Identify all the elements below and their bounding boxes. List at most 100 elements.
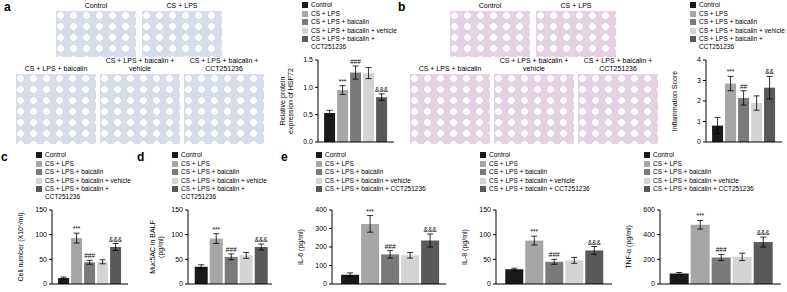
html-text:CS + LPS: CS + LPS bbox=[653, 159, 682, 167]
svg-text:4: 4 bbox=[697, 56, 701, 63]
svg-text:0: 0 bbox=[179, 280, 183, 287]
html-text:CS + LPS + baicalin: CS + LPS + baicalin bbox=[325, 168, 384, 175]
html-text:Inflammation Score: Inflammation Score bbox=[671, 70, 678, 132]
html-text:CS + LPS + baicalin + CCT25123: CS + LPS + baicalin + CCT251236 bbox=[325, 185, 426, 192]
svg-text:&&&: &&& bbox=[424, 226, 438, 233]
svg-text:50: 50 bbox=[175, 256, 183, 263]
html-text:CS + LPS + baicalin + CCT25123: CS + LPS + baicalin + CCT251236 bbox=[189, 57, 259, 72]
html-text:Control: Control bbox=[84, 2, 108, 9]
html-text:CS + LPS + baicalin + vehicle: CS + LPS + baicalin + vehicle bbox=[699, 26, 785, 34]
html-text:Control: Control bbox=[311, 1, 332, 8]
html-text:CS + LPS + baicalin + CCT25123: CS + LPS + baicalin + CCT251236 bbox=[699, 35, 763, 50]
svg-text:150: 150 bbox=[171, 206, 183, 213]
svg-text:***: *** bbox=[339, 78, 347, 85]
svg-text:&&&: &&& bbox=[109, 236, 123, 243]
html-text:Control: Control bbox=[45, 151, 66, 158]
svg-text:***: *** bbox=[212, 226, 220, 233]
html-text:Control: Control bbox=[478, 2, 502, 9]
svg-text:400: 400 bbox=[643, 231, 655, 238]
html-text:CS + LPS: CS + LPS bbox=[489, 159, 518, 167]
svg-text:***: *** bbox=[696, 212, 704, 219]
html-text:CS + LPS + baicalin + vehicle: CS + LPS + baicalin + vehicle bbox=[489, 176, 575, 184]
svg-text:150: 150 bbox=[35, 206, 47, 213]
html-text:CS + LPS + baicalin + vehicle: CS + LPS + baicalin + vehicle bbox=[181, 176, 267, 184]
html-text:CS + LPS + baicalin: CS + LPS + baicalin bbox=[311, 18, 370, 25]
html-text:CS + LPS + baicalin + vehicle: CS + LPS + baicalin + vehicle bbox=[311, 26, 397, 34]
html-text:CS + LPS + baicalin: CS + LPS + baicalin bbox=[24, 65, 88, 72]
svg-text:0.5: 0.5 bbox=[303, 111, 313, 118]
html-text:CS + LPS: CS + LPS bbox=[311, 9, 340, 17]
html-text:CS + LPS + baicalin + CCT25123: CS + LPS + baicalin + CCT251236 bbox=[181, 185, 245, 200]
html-text:Muc5AC in BALF (pg/ml): Muc5AC in BALF (pg/ml) bbox=[149, 220, 164, 274]
svg-text:###: ### bbox=[350, 58, 361, 65]
html-text:CS + LPS + baicalin + CCT25123: CS + LPS + baicalin + CCT251236 bbox=[583, 57, 653, 72]
svg-text:50: 50 bbox=[39, 256, 47, 263]
svg-text:0: 0 bbox=[323, 280, 327, 287]
html-text:Cell number (X10⁵/ml): Cell number (X10⁵/ml) bbox=[17, 212, 24, 282]
svg-text:2: 2 bbox=[697, 97, 701, 104]
html-text:b: b bbox=[398, 0, 406, 14]
svg-text:0: 0 bbox=[487, 280, 491, 287]
svg-text:&&&: &&& bbox=[757, 229, 771, 236]
svg-text:3: 3 bbox=[697, 77, 701, 84]
svg-text:##: ## bbox=[740, 83, 748, 90]
html-text:CS + LPS + baicalin + vehicle: CS + LPS + baicalin + vehicle bbox=[653, 176, 739, 184]
svg-text:200: 200 bbox=[643, 256, 655, 263]
svg-text:0: 0 bbox=[651, 280, 655, 287]
html-text:e: e bbox=[281, 150, 288, 164]
svg-text:0: 0 bbox=[43, 280, 47, 287]
html-text:CS + LPS + baicalin: CS + LPS + baicalin bbox=[699, 18, 758, 25]
html-text:CS + LPS + baicalin: CS + LPS + baicalin bbox=[418, 65, 482, 72]
svg-text:1.5: 1.5 bbox=[303, 56, 313, 63]
svg-text:###: ### bbox=[716, 246, 727, 253]
svg-text:&&: && bbox=[765, 68, 774, 75]
html-text:CS + LPS: CS + LPS bbox=[181, 159, 210, 167]
svg-text:###: ### bbox=[385, 243, 396, 250]
svg-text:###: ### bbox=[549, 251, 560, 258]
html-text:CS + LPS + baicalin + vehicle: CS + LPS + baicalin + vehicle bbox=[45, 176, 131, 184]
svg-text:400: 400 bbox=[315, 206, 327, 213]
html-text:c: c bbox=[1, 150, 8, 164]
html-text:CS + LPS + baicalin + CCT25123: CS + LPS + baicalin + CCT251236 bbox=[45, 185, 109, 200]
svg-text:300: 300 bbox=[315, 225, 327, 232]
html-text:Control: Control bbox=[699, 1, 720, 8]
svg-text:0: 0 bbox=[697, 138, 701, 145]
html-text:CS + LPS + baicalin + vehicle: CS + LPS + baicalin + vehicle bbox=[105, 57, 175, 72]
html-text:CS + LPS + baicalin + CCT25123: CS + LPS + baicalin + CCT251236 bbox=[311, 35, 375, 50]
svg-text:150: 150 bbox=[479, 206, 491, 213]
svg-text:###: ### bbox=[226, 246, 237, 253]
html-text:CS + LPS: CS + LPS bbox=[325, 159, 354, 167]
html-text:Control: Control bbox=[325, 151, 346, 158]
svg-text:50: 50 bbox=[483, 256, 491, 263]
svg-text:###: ### bbox=[84, 252, 95, 259]
svg-text:&&&: &&& bbox=[588, 239, 602, 246]
svg-text:***: *** bbox=[530, 228, 538, 235]
html-text:d: d bbox=[137, 150, 145, 164]
html-text:CS + LPS: CS + LPS bbox=[45, 159, 74, 167]
html-text:IL-6 (pg/ml): IL-6 (pg/ml) bbox=[297, 229, 304, 265]
svg-text:***: *** bbox=[73, 225, 81, 232]
svg-text:100: 100 bbox=[315, 262, 327, 269]
svg-text:600: 600 bbox=[643, 206, 655, 213]
html-text:CS + LPS + baicalin: CS + LPS + baicalin bbox=[181, 168, 240, 175]
svg-text:&&&: &&& bbox=[375, 86, 389, 93]
svg-text:&&&: &&& bbox=[255, 236, 269, 243]
html-text:CS + LPS: CS + LPS bbox=[560, 2, 592, 9]
svg-text:1.0: 1.0 bbox=[303, 84, 313, 91]
html-text:CS + LPS: CS + LPS bbox=[699, 9, 728, 17]
svg-text:100: 100 bbox=[479, 231, 491, 238]
html-text:CS + LPS + baicalin + vehicle: CS + LPS + baicalin + vehicle bbox=[325, 176, 411, 184]
html-text:CS + LPS: CS + LPS bbox=[166, 2, 198, 9]
html-text:CS + LPS + baicalin: CS + LPS + baicalin bbox=[45, 168, 104, 175]
html-text:a: a bbox=[4, 0, 11, 14]
svg-text:***: *** bbox=[727, 68, 735, 75]
html-text:CS + LPS + baicalin + vehicle: CS + LPS + baicalin + vehicle bbox=[499, 57, 569, 72]
svg-text:0.0: 0.0 bbox=[303, 138, 313, 145]
html-text:Relative protein expression of: Relative protein expression of HSP72 bbox=[279, 68, 294, 134]
svg-text:***: *** bbox=[366, 208, 374, 215]
svg-text:200: 200 bbox=[315, 243, 327, 250]
svg-text:1: 1 bbox=[697, 118, 701, 125]
svg-text:100: 100 bbox=[171, 231, 183, 238]
svg-text:100: 100 bbox=[35, 231, 47, 238]
html-text:Control: Control bbox=[181, 151, 202, 158]
